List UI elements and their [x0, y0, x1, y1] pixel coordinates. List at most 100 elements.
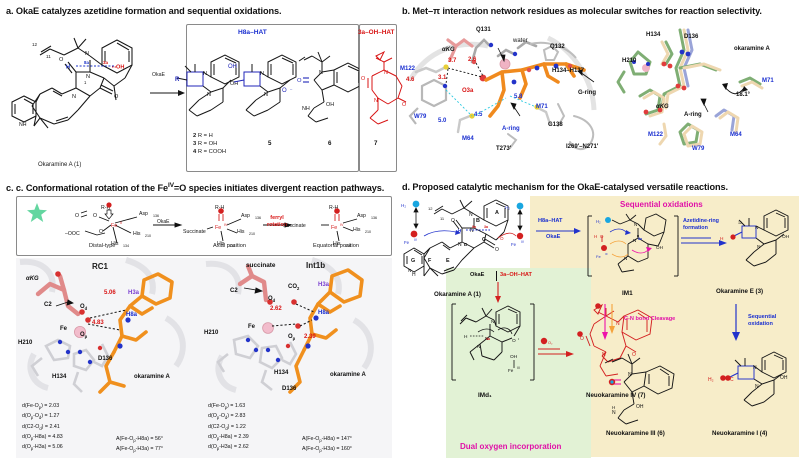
label-q132: Q132 — [550, 44, 565, 50]
neuokaramine-iii-structure: N OH N H — [604, 353, 675, 425]
dist-3-1: 3.1 — [438, 75, 447, 81]
rc1-meas-1: d(Fe-Op) = 2.03 — [22, 403, 60, 411]
svg-text:136: 136 — [153, 214, 159, 218]
svg-text:OH: OH — [636, 404, 644, 410]
svg-text:H: H — [612, 405, 615, 410]
svg-text:OH: OH — [656, 245, 663, 250]
im1-label: IM1 — [622, 290, 633, 297]
svg-text:E: E — [446, 258, 450, 264]
panel-b-heading: Met–π interaction network residues as mo… — [412, 6, 762, 16]
svg-text:8a: 8a — [638, 237, 643, 241]
int1b-dist-239: 2.39 — [304, 334, 316, 340]
int1b-od-label: Od — [268, 296, 276, 304]
svg-text:O: O — [59, 57, 64, 63]
panel-d-letter: d. — [402, 182, 410, 192]
svg-text:R-H: R-H — [101, 205, 110, 211]
svg-text:N: N — [207, 92, 211, 98]
svg-text:OH: OH — [782, 234, 790, 240]
svg-text:Asp: Asp — [241, 213, 250, 219]
svg-text:H: H — [412, 272, 416, 278]
compound-6-label: 6 — [328, 140, 332, 147]
svg-text:H: H — [594, 234, 597, 239]
int1b-meas-4: d(Op-H8a) = 2.39 — [208, 433, 249, 441]
label-m122-right: M122 — [648, 132, 664, 138]
svg-text:N: N — [628, 372, 632, 378]
int1b-structure — [205, 257, 374, 394]
svg-text:His: His — [133, 231, 141, 237]
svg-text:3a: 3a — [486, 337, 491, 341]
svg-text:O: O — [495, 247, 499, 253]
svg-text:His: His — [353, 227, 361, 233]
neuokaramine-iii-label: Neuokaramine III (6) — [606, 430, 665, 437]
neuokaramine-iii-structure-wrap: N OH N H — [604, 352, 690, 432]
label-o3a: O3a — [462, 88, 474, 94]
int1b-meas-1: d(Fe-Op) = 1.63 — [208, 403, 246, 411]
rc1-h8a-label: H8a — [126, 312, 138, 318]
rc1-c2-label: C2 — [44, 302, 52, 308]
okae-arrow-a — [148, 78, 186, 100]
okaramine-a-structure: N N O O N NH 12 11 1 H 8a 3a OH — [11, 37, 133, 129]
label-a-ring-left: A-ring — [502, 126, 520, 132]
svg-text:O: O — [361, 76, 365, 82]
int1b-co2-label: CO2 — [288, 284, 300, 292]
rc1-angle-2: A(Fe-Op-H3a) = 77° — [116, 446, 163, 454]
okae-arrow-top-label: OkaE — [546, 234, 561, 240]
imd1-structure-wrap: N N N O • OH H 3a Fe III — [450, 302, 536, 394]
rc1-angles: A(Fe-Op-H8a) = 56° A(Fe-Op-H3a) = 77° — [116, 435, 163, 456]
im1-structure-wrap: H₂ Fe III H O — [586, 213, 682, 294]
okaramine-e-structure: N N OH 12 H — [720, 209, 790, 267]
svg-text:G: G — [411, 258, 415, 264]
panel-d-title: d. Proposed catalytic mechanism for the … — [402, 182, 728, 192]
int1b-succinate-label: succinate — [246, 262, 276, 269]
svg-text:III: III — [605, 252, 608, 256]
rc1-angle-1: A(Fe-Op-H8a) = 56° — [116, 436, 163, 444]
im1-structure: H₂ Fe III H O — [587, 213, 679, 277]
rc1-h3a-label: H3a — [128, 290, 140, 296]
svg-text:C: C — [730, 377, 734, 383]
okae-arrow-bottom-label: OkaE — [470, 272, 485, 278]
svg-text:Fe: Fe — [508, 368, 514, 373]
cn-cleavage-arrow: C-N bond Cleavage — [600, 304, 676, 344]
svg-text:N: N — [264, 92, 268, 98]
svg-text:O: O — [632, 352, 636, 358]
label-m71-left: M71 — [536, 104, 548, 110]
panel-a-content: N N O O N NH 12 11 1 H 8a 3a OH Okaramin… — [0, 22, 407, 180]
svg-text:1: 1 — [84, 80, 87, 85]
svg-text:–OOC: –OOC — [65, 231, 80, 237]
svg-text:H₂: H₂ — [505, 205, 510, 210]
compound-234-structure: N N OH R — [175, 54, 240, 117]
panel-b-letter: b. — [402, 6, 410, 16]
svg-text:Fe: Fe — [331, 225, 337, 231]
svg-text:O: O — [512, 338, 516, 344]
svg-text:134: 134 — [229, 244, 235, 248]
panel-b-title: b. Met–π interaction network residues as… — [402, 6, 762, 16]
svg-text:II: II — [120, 221, 122, 225]
label-angle-18-1: 18.1° — [736, 92, 751, 98]
rc1-meas-3: d(C2-Od) = 2.41 — [22, 423, 60, 431]
h8a-hat-header: H8a–HAT — [238, 29, 267, 36]
svg-text:H: H — [66, 65, 70, 71]
compound-7-structure: N N O O — [361, 50, 407, 125]
label-i269-n271: I269′–N271′ — [566, 144, 599, 150]
rc1-meas-4: d(Op-H8a) = 4.83 — [22, 433, 63, 441]
label-h134-right: H134 — [646, 32, 661, 38]
label-akg-left: αKG — [442, 47, 455, 53]
compound-5-structure: N N O – OH — [228, 54, 297, 117]
label-akg-right: αKG — [656, 104, 669, 110]
panel-d-heading: Proposed catalytic mechanism for the Oka… — [412, 182, 728, 192]
imd1-label: IMd₁ — [478, 392, 492, 399]
svg-text:R: R — [175, 77, 180, 83]
int1b-h134-label: H134 — [274, 370, 289, 376]
panel-d-substrate: H₂ Fe IV — [398, 196, 532, 294]
svg-text:Fe: Fe — [404, 240, 410, 245]
svg-text:H: H — [720, 236, 724, 242]
okaramine-e-label: Okaramine E (3) — [716, 288, 764, 295]
label-g-ring: G-ring — [578, 90, 596, 96]
svg-text:N: N — [616, 321, 620, 327]
svg-text:N: N — [485, 336, 489, 342]
int1b-okaramine-label: okaramine A — [330, 372, 366, 378]
svg-text:N: N — [72, 94, 76, 100]
3a-oh-hat-arrow: OkaE 3a–OH–HAT — [470, 271, 540, 306]
svg-text:Asp: Asp — [139, 211, 148, 217]
rc1-measurements: d(Fe-Op) = 2.03 d(Op-Od) = 1.27 d(C2-Od)… — [22, 402, 63, 453]
